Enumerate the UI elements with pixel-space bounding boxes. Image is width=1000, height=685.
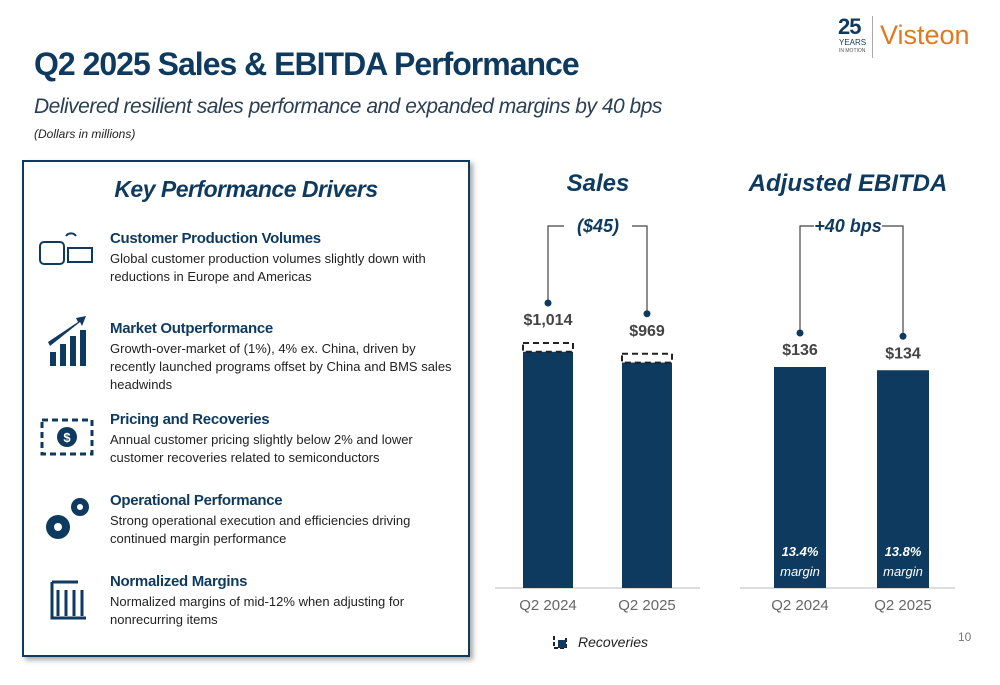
x-tick-label: Q2 2025	[618, 597, 676, 614]
driver-title: Operational Performance	[110, 492, 283, 509]
dollar-icon: $	[40, 418, 94, 456]
annotation: +40 bps	[814, 216, 882, 236]
driver-text: Annual customer pricing slightly below 2…	[110, 432, 413, 465]
legend-swatch-fill	[558, 640, 566, 648]
value-label: $1,014	[524, 312, 573, 329]
driver-text: Normalized margins of mid-12% when adjus…	[110, 594, 405, 627]
margin-text: margin	[883, 564, 923, 579]
bar	[877, 370, 929, 588]
bracket-dot	[796, 329, 804, 337]
bracket-dot	[544, 299, 552, 307]
drivers-title: Key Performance Drivers	[114, 176, 378, 202]
driver: Pricing and Recoveries Annual customer pr…	[110, 411, 460, 467]
bracket-dot	[643, 310, 651, 318]
logo-brand: Visteon	[880, 20, 970, 50]
logo-tagline: IN MOTION	[839, 48, 866, 54]
driver-text: Strong operational execution and efficie…	[110, 513, 411, 546]
chart-icon	[48, 316, 86, 366]
chart-title: Adjusted EBITDA	[748, 170, 948, 197]
annotation: ($45)	[577, 216, 619, 236]
driver: Market Outperformance Growth-over-market …	[110, 320, 460, 394]
logo-number: 25	[838, 14, 862, 39]
driver: Operational Performance Strong operationa…	[110, 492, 460, 548]
margin-label: 13.8%	[885, 544, 922, 559]
note: (Dollars in millions)	[34, 127, 136, 141]
x-tick-label: Q2 2024	[519, 597, 577, 614]
value-label: $969	[629, 323, 665, 340]
bracket	[547, 225, 564, 303]
gears-icon	[46, 498, 89, 539]
driver-text: Growth-over-market of (1%), 4% ex. China…	[110, 341, 452, 392]
bar	[622, 355, 672, 588]
legend-label: Recoveries	[578, 634, 648, 650]
bracket	[632, 225, 648, 314]
driver-text: Global customer production volumes sligh…	[110, 251, 426, 284]
icons: $	[39, 232, 94, 620]
x-tick-label: Q2 2024	[771, 597, 829, 614]
logo-years: YEARS	[839, 38, 867, 47]
driver: Normalized Margins Normalized margins of …	[110, 573, 460, 629]
x-tick-label: Q2 2025	[874, 597, 932, 614]
svg-text:$: $	[63, 430, 71, 445]
margins-icon	[50, 580, 86, 620]
margin-text: margin	[780, 564, 820, 579]
title: Q2 2025 Sales & EBITDA Performance	[34, 46, 580, 82]
value-label: $136	[782, 342, 818, 359]
drivers-panel: Key Performance Drivers Customer Product…	[22, 160, 470, 657]
driver-title: Normalized Margins	[110, 573, 248, 590]
car-icon	[39, 232, 93, 265]
bracket	[882, 225, 904, 337]
bar	[774, 367, 826, 588]
value-label: $134	[885, 345, 921, 362]
bar	[523, 345, 573, 588]
driver-title: Pricing and Recoveries	[110, 411, 270, 428]
recoveries	[522, 342, 574, 353]
recoveries	[621, 352, 673, 364]
page-number: 10	[958, 630, 972, 644]
margin-label: 13.4%	[782, 544, 819, 559]
driver-title: Customer Production Volumes	[110, 230, 321, 247]
driver: Customer Production Volumes Global custom…	[110, 230, 460, 286]
bracket-dot	[899, 332, 907, 340]
bracket	[799, 225, 814, 333]
driver-title: Market Outperformance	[110, 320, 273, 337]
subtitle: Delivered resilient sales performance an…	[34, 95, 662, 118]
chart-title: Sales	[567, 170, 630, 197]
logo-divider	[872, 16, 873, 58]
